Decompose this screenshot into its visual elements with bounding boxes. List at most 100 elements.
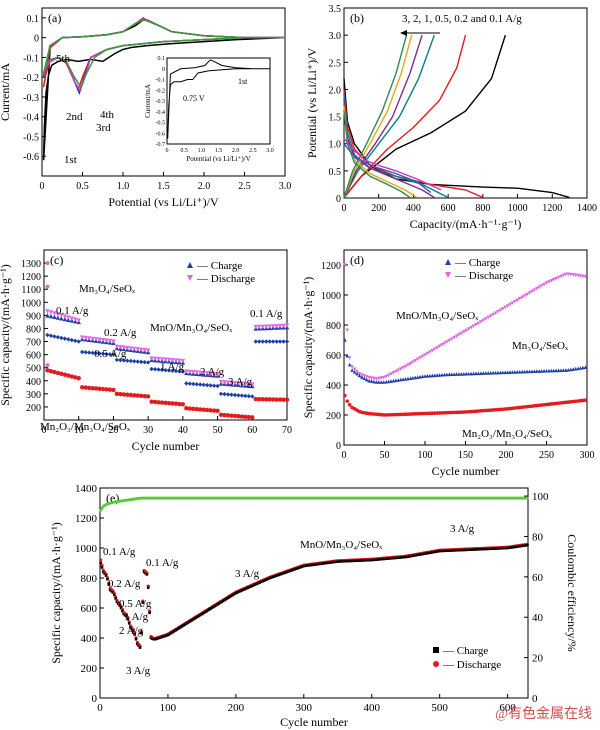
y-tick-label: 200 <box>81 663 98 675</box>
plot-annotation: 0.2 A/g <box>108 578 141 590</box>
data-point <box>277 397 283 402</box>
data-point <box>159 367 165 373</box>
y-tick-label: 500 <box>26 364 41 375</box>
data-point <box>215 372 220 377</box>
inset-x-tick-label: 0.5 <box>180 148 188 154</box>
inset-y-tick-label: -0.3 <box>156 99 166 105</box>
data-point <box>90 336 95 342</box>
x-tick-label: 60 <box>247 425 257 436</box>
data-point <box>107 387 113 392</box>
data-point <box>265 578 268 581</box>
data-point <box>524 544 528 547</box>
data-point <box>262 579 266 582</box>
plot-annotation: 0.1 A/g <box>103 546 136 558</box>
x-tick-label: 0 <box>40 181 45 192</box>
data-point <box>267 324 272 329</box>
data-point <box>515 545 518 548</box>
x-axis-label: Potential (vs Li/Li⁺)/V <box>108 195 219 209</box>
data-point <box>457 372 461 376</box>
data-point <box>100 338 106 343</box>
y-tick-label: 1100 <box>21 285 41 296</box>
x-tick-label: 150 <box>458 450 473 461</box>
data-point <box>375 558 378 561</box>
data-point <box>394 556 397 560</box>
data-point <box>146 586 150 589</box>
data-point <box>114 597 117 600</box>
data-point <box>373 558 377 561</box>
y2-tick-label: 100 <box>532 491 549 503</box>
data-point <box>449 372 454 377</box>
data-point <box>208 608 211 611</box>
data-point <box>277 573 280 577</box>
data-point <box>333 560 336 564</box>
inset-curve <box>167 59 270 139</box>
data-point <box>433 550 437 554</box>
y-tick-label: 1000 <box>75 543 98 555</box>
data-point <box>381 557 385 561</box>
curve-label: 2nd <box>66 111 83 123</box>
data-point <box>406 363 410 367</box>
data-point <box>180 369 186 374</box>
data-point <box>59 371 64 376</box>
discharge-curve <box>343 89 484 199</box>
data-point <box>135 347 140 352</box>
data-point <box>437 549 441 553</box>
data-point <box>118 357 123 363</box>
y-tick-label: 3.5 <box>329 4 342 15</box>
data-point <box>179 625 183 629</box>
data-point <box>202 611 206 615</box>
y-tick-label: 700 <box>26 338 41 349</box>
data-point <box>394 369 398 374</box>
inset-y-tick-label: 0.1 <box>158 56 166 62</box>
data-point <box>430 348 435 353</box>
data-point <box>260 397 265 402</box>
data-point <box>295 567 298 570</box>
data-point <box>498 370 503 375</box>
data-point <box>156 400 161 405</box>
data-point <box>48 313 54 319</box>
data-point <box>319 562 323 566</box>
data-point <box>428 551 431 555</box>
data-point <box>125 615 128 618</box>
data-point <box>471 324 476 328</box>
data-point <box>578 366 583 370</box>
data-point <box>248 585 252 588</box>
x-tick-label: 800 <box>475 203 490 214</box>
data-point <box>381 380 386 384</box>
data-point <box>270 339 276 344</box>
data-point <box>233 592 237 595</box>
data-point <box>166 400 172 406</box>
data-point <box>513 545 517 549</box>
charge-curve <box>343 34 408 198</box>
data-point <box>267 397 272 402</box>
data-point <box>128 358 133 364</box>
data-point <box>379 380 384 384</box>
data-point <box>45 261 50 266</box>
data-point <box>327 561 331 564</box>
data-point <box>387 557 391 560</box>
data-point <box>270 324 276 329</box>
data-point <box>278 573 282 576</box>
data-point <box>142 393 147 399</box>
data-point <box>263 397 269 402</box>
data-point <box>433 647 439 653</box>
y-axis-label: Current/mA <box>0 63 12 121</box>
cv-curve-5th <box>42 19 285 89</box>
inset-y-tick-label: -0.7 <box>156 142 166 148</box>
y-tick-label: 0 <box>92 693 98 705</box>
data-point <box>471 371 476 376</box>
data-point <box>100 566 104 569</box>
data-point <box>532 369 537 373</box>
data-point <box>83 335 88 341</box>
data-point <box>413 375 418 380</box>
y-tick-label: 900 <box>26 311 41 322</box>
x-tick-label: 40 <box>178 425 188 436</box>
data-point <box>173 358 179 363</box>
data-point <box>530 369 534 374</box>
data-point <box>215 408 220 414</box>
data-point <box>525 369 529 374</box>
x-axis-label: Cycle number <box>280 715 348 729</box>
data-point <box>104 574 108 577</box>
data-point <box>253 324 258 330</box>
data-point <box>257 396 262 402</box>
